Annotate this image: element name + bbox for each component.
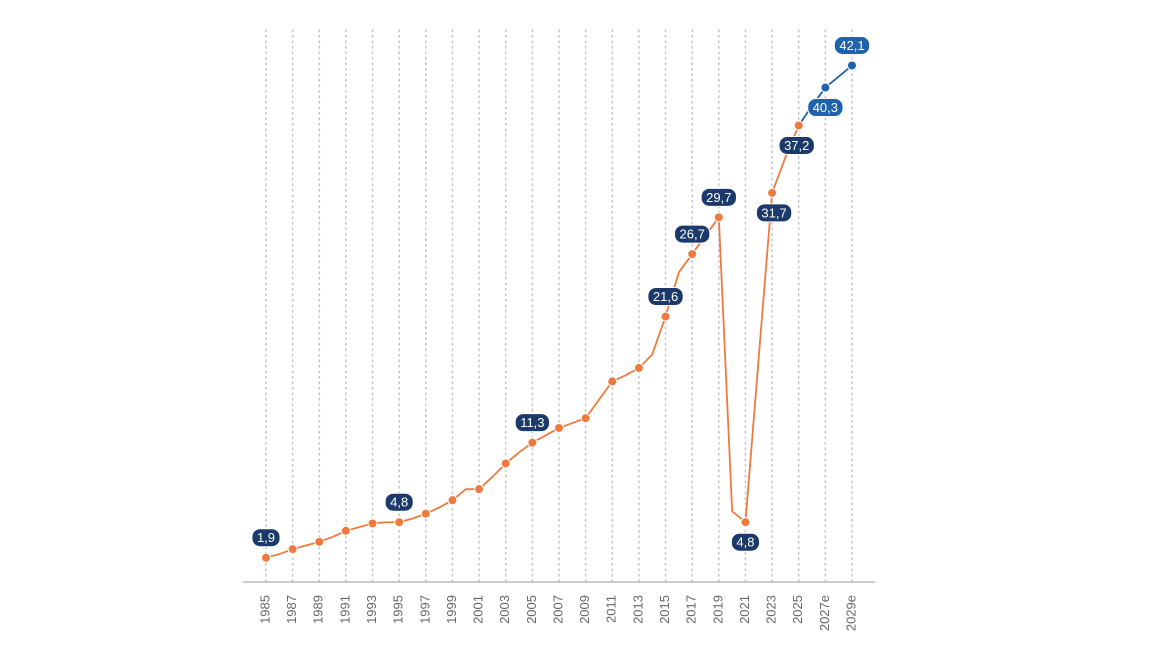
data-point	[314, 536, 325, 547]
x-tick-label: 2019	[710, 595, 725, 624]
x-tick-label: 1991	[337, 595, 352, 624]
value-label: 37,2	[778, 136, 815, 156]
data-point	[633, 362, 644, 373]
x-tick-label: 1997	[417, 595, 432, 624]
value-label-text: 4,8	[736, 535, 754, 550]
value-label: 21,6	[647, 287, 684, 307]
x-tick-label: 2023	[764, 595, 779, 624]
value-label-text: 37,2	[784, 138, 809, 153]
value-label-box	[674, 224, 711, 244]
value-label-box	[778, 136, 815, 156]
value-label-text: 21,6	[653, 289, 678, 304]
value-label-text: 29,7	[706, 190, 731, 205]
value-label: 11,3	[514, 413, 551, 433]
data-point	[554, 422, 564, 433]
data-point	[261, 552, 271, 563]
value-label-box	[700, 187, 737, 207]
value-label-box	[807, 98, 844, 118]
x-tick-label: 1987	[284, 595, 299, 624]
x-tick-label: 1995	[391, 595, 406, 624]
x-tick-label: 2025	[790, 595, 805, 624]
data-point	[580, 413, 591, 424]
x-tick-label: 2001	[471, 595, 486, 624]
x-tick-label: 1985	[257, 595, 272, 624]
value-label: 4,8	[730, 532, 760, 552]
data-point	[500, 458, 511, 469]
value-label-box	[833, 36, 871, 56]
data-point	[340, 525, 351, 536]
value-label: 40,3	[807, 98, 844, 118]
data-point	[687, 249, 698, 260]
data-point	[820, 82, 831, 93]
x-tick-label: 2021	[737, 595, 752, 624]
value-label-text: 1,9	[257, 530, 275, 545]
data-point	[607, 376, 618, 387]
x-tick-label: 1993	[364, 595, 379, 624]
x-tick-label: 2017	[684, 595, 699, 624]
value-label: 4,8	[384, 492, 414, 512]
x-tick-label: 2007	[550, 595, 565, 624]
value-label: 42,1	[833, 36, 871, 56]
value-label-text: 11,3	[520, 415, 544, 430]
data-point	[767, 187, 778, 198]
value-label-text: 31,7	[761, 205, 786, 220]
value-label-box	[730, 532, 760, 552]
value-label-box	[755, 203, 793, 223]
data-point	[740, 517, 751, 528]
value-label-box	[251, 528, 281, 548]
x-tick-label: 1999	[444, 595, 459, 624]
data-point	[394, 517, 405, 528]
value-label-text: 4,8	[390, 495, 408, 510]
x-tick-label: 2015	[657, 595, 672, 624]
value-label-text: 26,7	[680, 227, 705, 242]
data-point	[474, 484, 485, 495]
value-label-text: 42,1	[839, 38, 864, 53]
data-point	[713, 212, 724, 223]
data-point	[527, 437, 538, 448]
data-point	[447, 495, 458, 506]
x-tick-label: 2003	[497, 595, 512, 624]
x-tick-label: 2013	[630, 595, 645, 624]
value-label-box	[514, 413, 551, 433]
x-tick-label: 2029e	[843, 595, 858, 631]
value-label: 29,7	[700, 187, 737, 207]
value-label-box	[384, 492, 414, 512]
data-point	[660, 311, 671, 322]
value-label: 31,7	[755, 203, 793, 223]
value-label: 26,7	[674, 224, 711, 244]
value-label-box	[647, 287, 684, 307]
x-tick-label: 2011	[604, 595, 619, 623]
x-tick-label: 1989	[311, 595, 326, 624]
x-tick-label: 2009	[577, 595, 592, 624]
x-tick-label: 2005	[524, 595, 539, 624]
data-point	[420, 508, 431, 519]
x-tick-label: 2027e	[817, 595, 832, 631]
data-point	[847, 60, 857, 71]
data-point	[793, 120, 804, 131]
value-label: 1,9	[251, 528, 281, 548]
value-label-text: 40,3	[813, 100, 838, 115]
data-point	[287, 544, 298, 555]
data-point	[367, 518, 378, 529]
